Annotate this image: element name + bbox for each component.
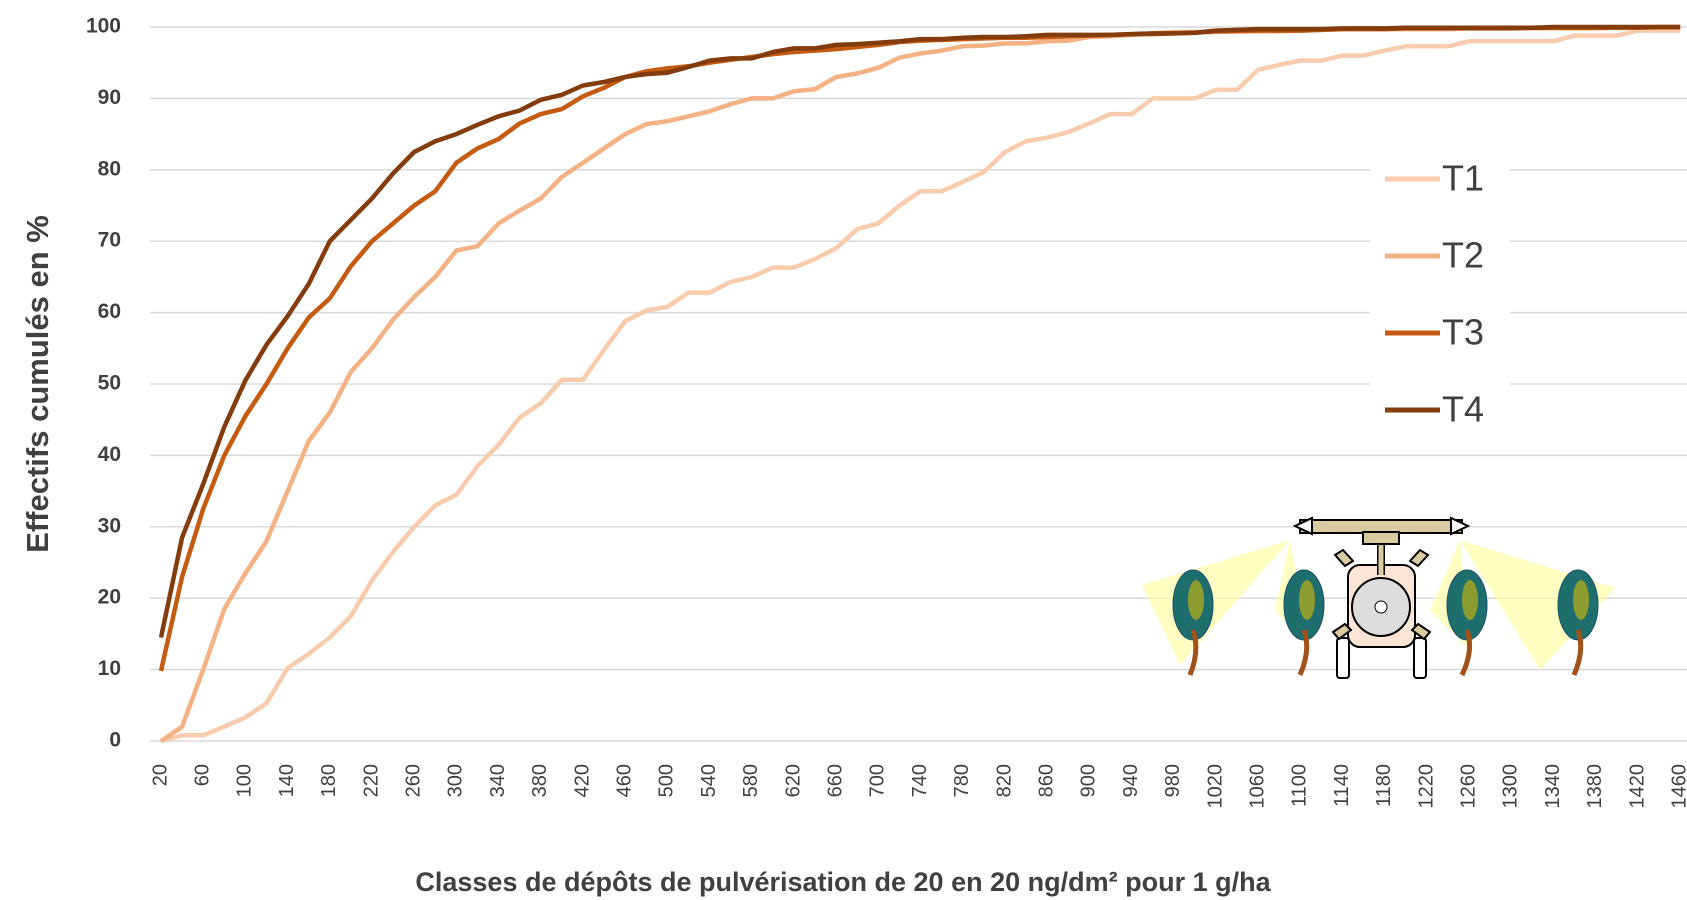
x-tick-label: 980	[1162, 764, 1184, 797]
y-tick-label: 40	[98, 443, 121, 466]
x-tick-label: 580	[740, 764, 762, 797]
x-tick-label: 540	[698, 764, 720, 797]
y-axis-title: Effectifs cumulés en %	[20, 215, 55, 553]
x-tick-label: 1180	[1373, 764, 1395, 807]
x-tick-label: 1260	[1457, 764, 1479, 809]
x-tick-label: 1460	[1668, 764, 1687, 809]
x-tick-label: 500	[656, 764, 678, 797]
y-tick-label: 20	[98, 586, 121, 609]
x-tick-label: 820	[993, 764, 1015, 797]
legend-label: T2	[1442, 235, 1484, 276]
y-tick-label: 70	[98, 229, 121, 252]
x-axis-title: Classes de dépôts de pulvérisation de 20…	[415, 867, 1271, 897]
x-tick-label: 860	[1035, 764, 1057, 797]
x-tick-label: 1220	[1415, 764, 1437, 809]
x-tick-label: 100	[234, 764, 256, 797]
legend-label: T4	[1442, 389, 1484, 430]
x-tick-label: 660	[824, 764, 846, 797]
y-tick-label: 60	[98, 300, 121, 323]
x-tick-label: 620	[782, 764, 804, 797]
x-tick-label: 740	[909, 764, 931, 797]
x-tick-label: 1020	[1204, 764, 1226, 809]
y-tick-label: 90	[98, 86, 121, 109]
x-tick-label: 180	[318, 764, 340, 797]
y-tick-label: 100	[86, 15, 121, 38]
y-tick-label: 50	[98, 372, 121, 395]
y-tick-label: 80	[98, 157, 121, 180]
y-tick-label: 0	[109, 729, 121, 752]
sprayer-illustration	[1142, 516, 1615, 679]
x-tick-label: 1300	[1500, 764, 1522, 809]
y-tick-label: 30	[98, 514, 121, 537]
x-tick-label: 940	[1120, 764, 1142, 797]
x-tick-label: 1140	[1331, 764, 1353, 807]
x-tick-label: 700	[867, 764, 889, 797]
x-tick-label: 20	[149, 764, 171, 786]
x-tick-label: 140	[276, 764, 298, 797]
x-tick-label: 780	[951, 764, 973, 797]
y-tick-label: 10	[98, 657, 121, 680]
legend-label: T3	[1442, 312, 1484, 353]
x-tick-label: 260	[402, 764, 424, 797]
x-tick-label: 1100	[1289, 764, 1311, 807]
x-tick-label: 60	[191, 764, 213, 786]
x-tick-label: 460	[613, 764, 635, 797]
series-line	[158, 24, 1681, 638]
x-tick-label: 220	[360, 764, 382, 797]
x-tick-label: 340	[487, 764, 509, 797]
x-tick-label: 300	[445, 764, 467, 797]
legend-box	[1370, 150, 1510, 440]
x-tick-label: 380	[529, 764, 551, 797]
x-tick-label: 1340	[1542, 764, 1564, 809]
x-tick-label: 1420	[1626, 764, 1648, 809]
x-tick-label: 900	[1078, 764, 1100, 797]
legend-label: T1	[1442, 158, 1484, 199]
series-line	[160, 28, 1681, 744]
x-tick-label: 420	[571, 764, 593, 797]
x-tick-label: 1380	[1584, 764, 1606, 809]
x-tick-label: 1060	[1246, 764, 1268, 809]
